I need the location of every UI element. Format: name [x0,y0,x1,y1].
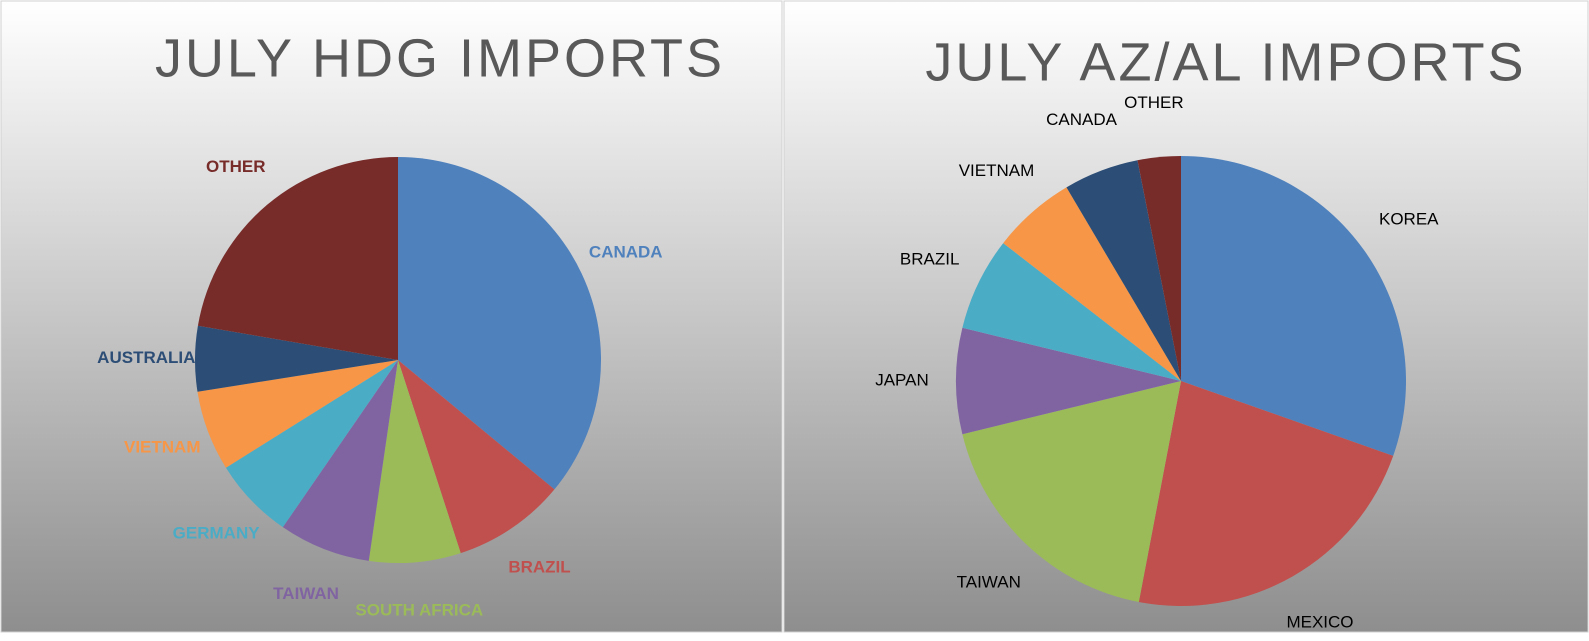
slice-label: TAIWAN [957,573,1021,592]
pie-slice [282,360,398,561]
slice-label: VIETNAM [124,438,201,457]
pie-slice [1138,381,1394,606]
slice-label: GERMANY [173,524,261,543]
slice-label: VIETNAM [959,161,1035,180]
slice-label: CANADA [1046,110,1118,129]
pie-slice [956,327,1181,435]
pie-slice [1066,160,1181,381]
slice-label: OTHER [206,157,266,176]
slice-label: TAIWAN [273,584,339,603]
slice-label: AUSTRALIA [97,348,195,367]
slice-label: BRAZIL [508,558,570,577]
pie-slice [1181,156,1406,456]
pie-slice [197,157,398,360]
slice-label: SOUTH AFRICA [355,600,483,619]
slice-label: JAPAN [875,370,929,389]
slice-label: CANADA [589,242,663,261]
pie-slice [962,381,1181,603]
chart-title: JULY HDG IMPORTS [155,28,725,88]
slice-label: KOREA [1379,209,1439,228]
pie-slice [1137,156,1181,381]
slice-label: BRAZIL [900,249,960,268]
pie-slice [195,325,398,392]
slice-label: MEXICO [1286,612,1353,631]
pie-slice [398,360,555,554]
pie-slice [398,157,601,490]
pie-slice [962,243,1181,381]
pie-slice [1003,187,1181,381]
chart-title: JULY AZ/AL IMPORTS [925,32,1526,92]
slice-label: OTHER [1124,93,1184,112]
pie-slice [197,360,398,468]
pie-slice [368,360,461,563]
pie-slice [225,360,398,528]
